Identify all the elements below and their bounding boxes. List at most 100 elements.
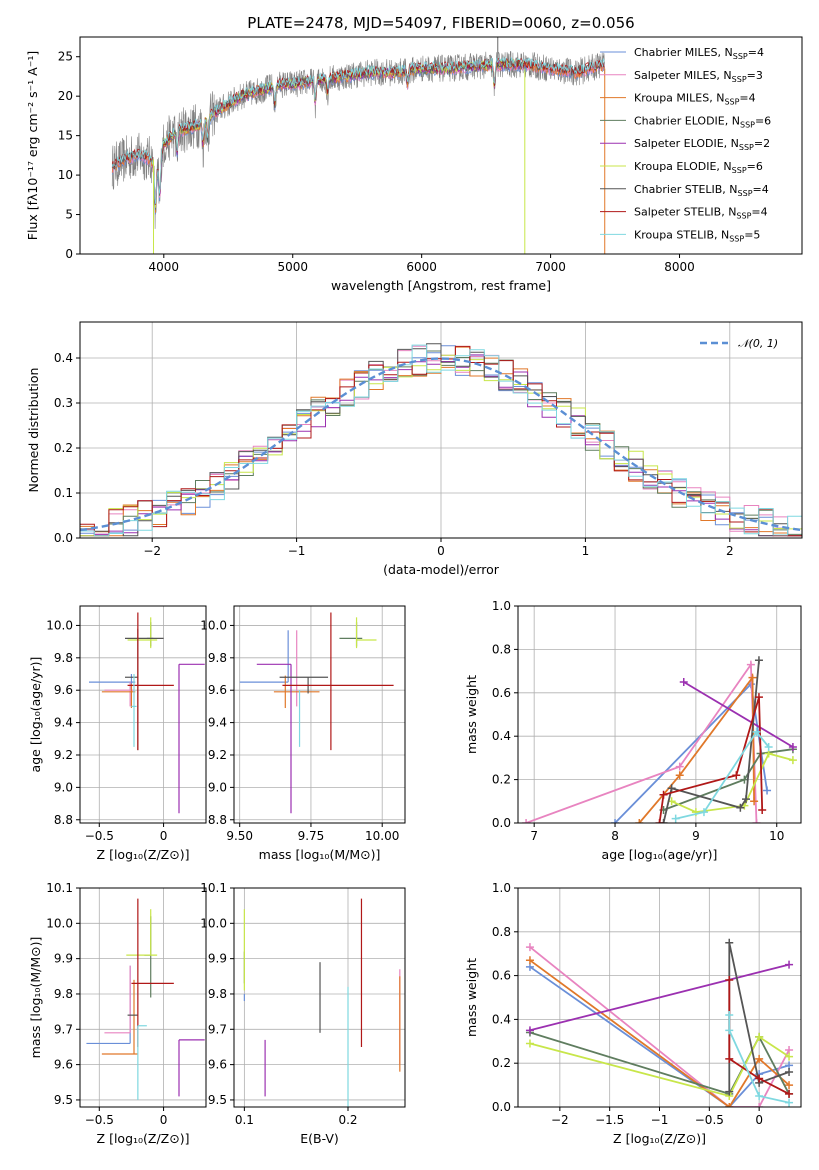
weight-marker-salpeter_stelib <box>755 1074 764 1083</box>
x-axis-label: wavelength [Angstrom, rest frame] <box>331 278 551 293</box>
weight-marker-salpeter_elodie <box>679 677 688 686</box>
plot-area-spectrum <box>111 37 606 254</box>
x-axis-label: age [log₁₀(age/yr)] <box>602 847 718 862</box>
weight-marker-kroupa_elodie <box>785 1052 794 1061</box>
y-axis-label: age [log₁₀(age/yr)] <box>28 657 43 773</box>
x-tick-label: −0.5 <box>85 1113 114 1127</box>
weight-marker-salpeter_miles <box>752 819 761 823</box>
weight-marker-salpeter_miles <box>755 1103 764 1107</box>
y-tick-label: 8.8 <box>208 813 227 827</box>
y-tick-label: 0 <box>65 247 73 261</box>
weight-marker-kroupa_miles <box>750 797 759 806</box>
panel-age-vs-mass: 9.50 9.75 10.00 8.8 9.0 9.2 9.4 9.6 9.8 10.0 mass … <box>200 606 405 862</box>
y-tick-label: 9.6 <box>54 683 73 697</box>
y-tick-label: 8.8 <box>54 813 73 827</box>
legend-entry: Salpeter ELODIE, NSSP=2 <box>634 137 770 152</box>
weight-line-salpeter_elodie <box>529 963 790 1032</box>
weight-marker-kroupa_stelib <box>752 727 761 736</box>
weight-marker-chabrier_miles <box>763 786 772 795</box>
y-axis-label: mass weight <box>464 958 479 1037</box>
chart-title: PLATE=2478, MJD=54097, FIBERID=0060, z=0… <box>247 14 634 32</box>
y-tick-label: 0.8 <box>492 642 511 656</box>
x-tick-label: 0.2 <box>338 1113 357 1127</box>
x-axis-label: (data-model)/error <box>383 562 500 577</box>
x-tick-label: 10 <box>769 829 784 843</box>
y-tick-label: 9.8 <box>208 651 227 665</box>
y-tick-label: 0.0 <box>54 531 73 545</box>
panel-age-vs-z: −0.5 0 8.8 9.0 9.2 9.4 9.6 9.8 10.0 Z [log₁₀(Z/Z⊙… <box>28 606 206 862</box>
weight-marker-salpeter_stelib <box>659 790 668 799</box>
y-tick-label: 0.4 <box>54 351 73 365</box>
x-tick-label: −1 <box>651 1113 669 1127</box>
weight-marker-kroupa_miles <box>675 771 684 780</box>
y-axis-label: Flux [fλ10⁻¹⁷ erg cm⁻² s⁻¹ A⁻¹] <box>25 51 40 240</box>
y-tick-label: 0.2 <box>492 773 511 787</box>
weight-marker-salpeter_miles <box>675 762 684 771</box>
axes-frame <box>517 887 802 1108</box>
y-tick-label: 10.0 <box>200 618 227 632</box>
weight-marker-kroupa_stelib <box>785 1098 794 1107</box>
plot-area-age-vs-mass <box>239 612 394 814</box>
weight-marker-kroupa_stelib <box>671 814 680 823</box>
y-tick-label: 9.6 <box>208 1058 227 1072</box>
legend-entry: Kroupa STELIB, NSSP=5 <box>634 228 760 243</box>
plot-area-mass-vs-z <box>86 898 205 1100</box>
x-tick-label: 5000 <box>277 260 308 274</box>
plot-area-residuals <box>80 343 802 538</box>
y-tick-label: 25 <box>58 50 73 64</box>
x-tick-label: −1 <box>288 544 306 558</box>
model-spectrum-kroupa_miles <box>111 60 605 213</box>
weight-marker-chabrier_stelib <box>736 803 745 812</box>
legend-entry: 𝒩(0, 1) <box>738 337 778 350</box>
y-axis-label: mass [log₁₀(M/M⊙)] <box>28 937 43 1059</box>
x-tick-label: 8000 <box>664 260 695 274</box>
weight-marker-kroupa_stelib <box>699 808 708 817</box>
x-tick-label: 7000 <box>535 260 566 274</box>
y-tick-label: 9.7 <box>208 1022 227 1036</box>
weight-marker-kroupa_stelib <box>755 1092 764 1101</box>
plot-area-mass-vs-ebv <box>243 898 401 1107</box>
weight-marker-salpeter_miles <box>522 819 531 823</box>
weight-line-kroupa_stelib <box>728 1015 790 1104</box>
y-tick-label: 10.1 <box>200 881 227 895</box>
y-tick-label: 0.6 <box>492 969 511 983</box>
panel-mass-vs-z: −0.5 0 9.5 9.6 9.7 9.8 9.9 10.0 10.1 Z [log₁₀(Z/Z… <box>28 881 206 1146</box>
x-tick-label: 0 <box>160 1113 168 1127</box>
weight-marker-chabrier_stelib <box>742 795 751 804</box>
x-tick-label: −1.5 <box>595 1113 624 1127</box>
panel-mass-vs-ebv: 0.1 0.2 9.5 9.6 9.7 9.8 9.9 10.0 10.1 E(B-V) <box>200 881 405 1146</box>
weight-marker-salpeter_elodie <box>525 1026 534 1035</box>
weight-marker-salpeter_stelib <box>754 693 763 702</box>
legend-entry: Chabrier STELIB, NSSP=4 <box>634 183 769 198</box>
x-tick-label: 0.1 <box>235 1113 254 1127</box>
y-tick-label: 10.0 <box>46 618 73 632</box>
y-tick-label: 0.8 <box>492 925 511 939</box>
axes-frame <box>79 887 207 1108</box>
y-tick-label: 0.3 <box>54 396 73 410</box>
weight-marker-salpeter_stelib <box>725 1054 734 1063</box>
y-tick-label: 5 <box>65 208 73 222</box>
weight-marker-chabrier_stelib <box>725 938 734 947</box>
x-tick-label: 0 <box>755 1113 763 1127</box>
y-tick-label: 0.1 <box>54 486 73 500</box>
y-tick-label: 0.0 <box>492 1100 511 1114</box>
y-tick-label: 1.0 <box>492 599 511 613</box>
y-tick-label: 9.8 <box>54 651 73 665</box>
x-tick-label: −2 <box>143 544 161 558</box>
weight-marker-kroupa_elodie <box>755 1032 764 1041</box>
weight-line-kroupa_miles <box>638 674 755 823</box>
weight-marker-kroupa_miles <box>755 1054 764 1063</box>
histogram-kroupa_stelib <box>80 344 802 538</box>
y-tick-label: 9.0 <box>54 780 73 794</box>
weight-line-kroupa_miles <box>529 959 790 1107</box>
weight-marker-kroupa_stelib <box>725 1011 734 1020</box>
weight-marker-salpeter_stelib <box>732 771 741 780</box>
model-spectrum-chabrier_miles <box>111 62 605 215</box>
weight-line-chabrier_elodie <box>663 748 794 811</box>
weight-marker-salpeter_miles <box>746 660 755 669</box>
plot-area-age-vs-z <box>89 612 205 814</box>
x-tick-label: 4000 <box>149 260 180 274</box>
weight-marker-salpeter_elodie <box>785 960 794 969</box>
y-tick-label: 10.1 <box>46 881 73 895</box>
y-tick-label: 9.6 <box>54 1058 73 1072</box>
